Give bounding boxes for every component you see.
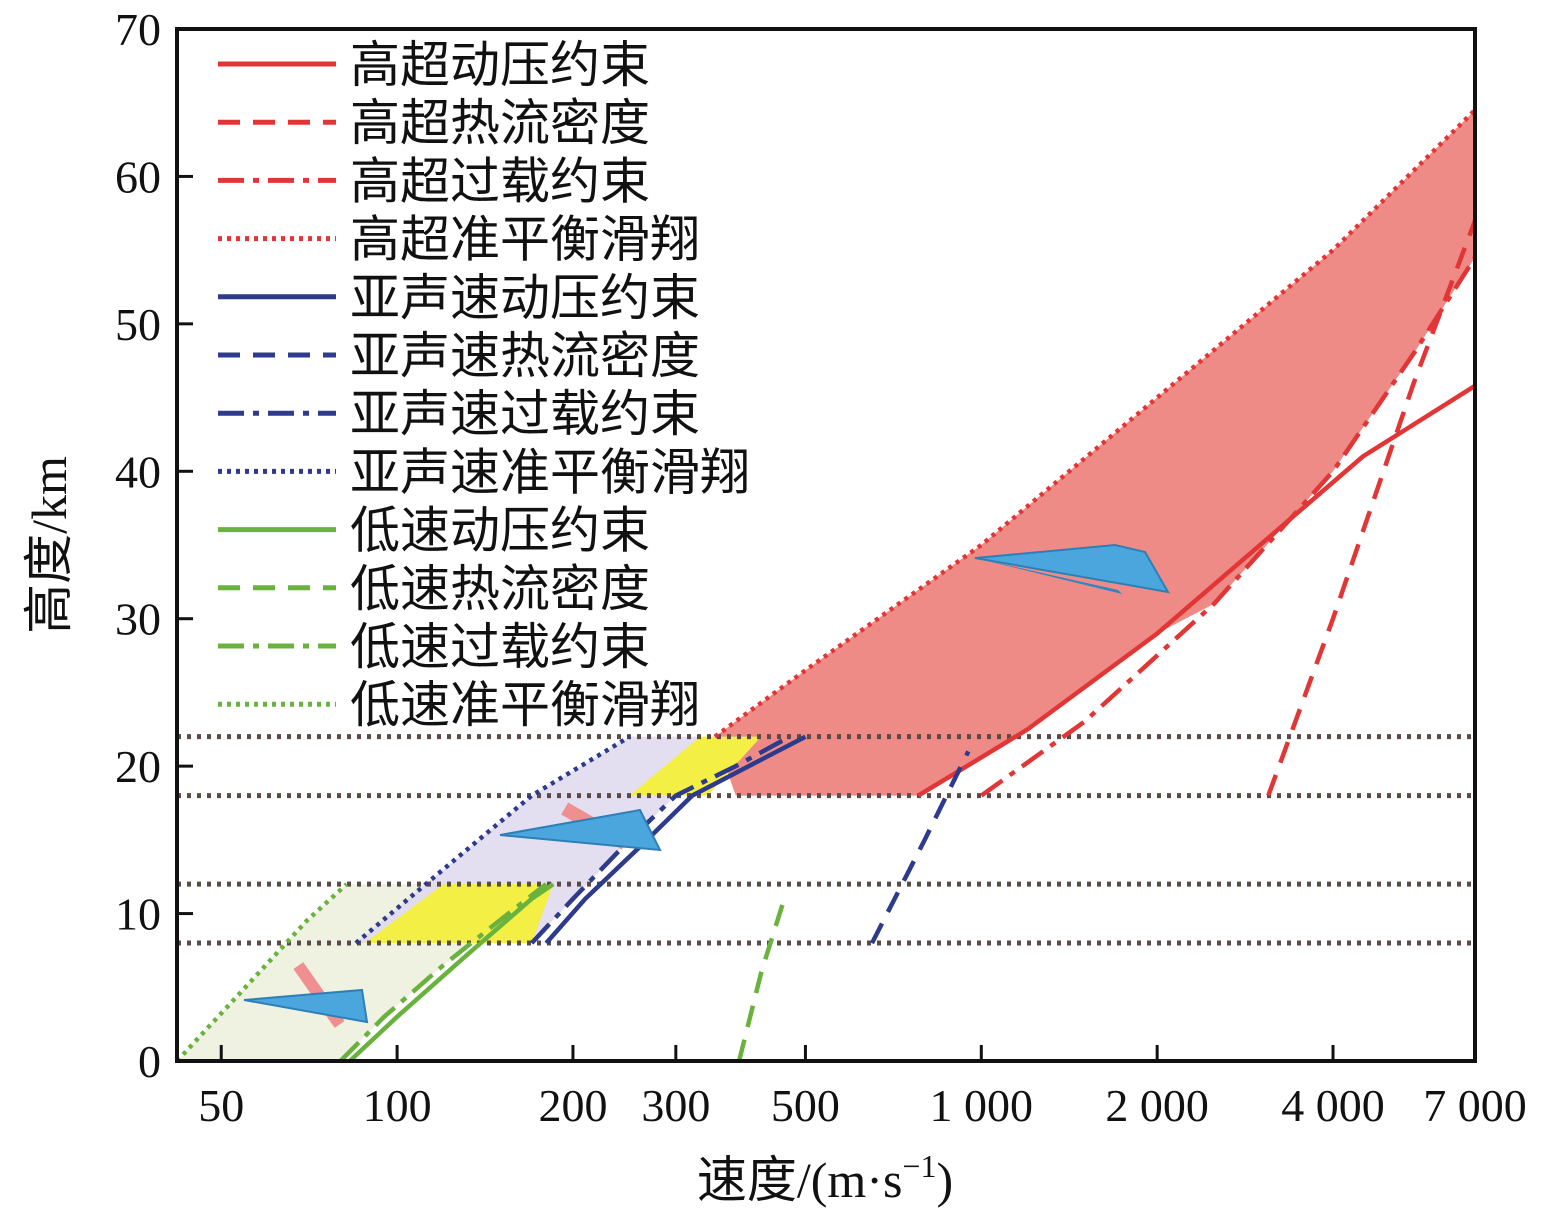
series-line-11	[175, 882, 349, 1063]
legend-label-11: 低速准平衡滑翔	[350, 677, 700, 733]
series-line-2	[979, 256, 1477, 798]
aircraft-icons	[243, 543, 1170, 1028]
legend-label-3: 高超准平衡滑翔	[350, 212, 700, 268]
y-tick-label: 40	[115, 446, 161, 497]
y-tick-label: 60	[115, 151, 161, 202]
series-lines	[175, 108, 1478, 1063]
x-axis-title: 速度/(m·s−1)	[697, 1148, 953, 1208]
y-tick-label: 20	[115, 741, 161, 792]
legend: 高超动压约束高超热流密度高超过载约束高超准平衡滑翔亚声速动压约束亚声速热流密度亚…	[218, 37, 750, 733]
series-line-10	[338, 882, 548, 1063]
y-axis-title: 高度/km	[21, 456, 77, 634]
series-line-5	[869, 750, 971, 945]
series-line-8	[348, 882, 555, 1063]
y-tick-label: 50	[115, 299, 161, 350]
legend-label-2: 高超过载约束	[350, 153, 650, 209]
y-tick-label: 10	[115, 889, 161, 940]
legend-label-4: 亚声速动压约束	[350, 270, 700, 326]
x-tick-label: 200	[538, 1080, 607, 1131]
low-to-subsonic-transition-zone	[364, 884, 554, 944]
series-line-7	[354, 734, 631, 945]
x-tick-label: 300	[641, 1080, 710, 1131]
low-speed-aircraft-icon	[243, 962, 369, 1028]
series-line-6	[530, 734, 791, 945]
legend-label-7: 亚声速准平衡滑翔	[350, 444, 750, 500]
y-tick-label: 70	[115, 4, 161, 55]
x-tick-label: 1 000	[930, 1080, 1034, 1131]
subsonic-aircraft-icon	[499, 802, 662, 852]
legend-label-10: 低速过载约束	[350, 619, 650, 675]
x-tick-label: 500	[771, 1080, 840, 1131]
x-tick-label: 7 000	[1423, 1080, 1527, 1131]
legend-label-5: 亚声速热流密度	[350, 328, 700, 384]
legend-label-1: 高超热流密度	[350, 95, 650, 151]
plot-frame	[175, 27, 1477, 1063]
axes: 50 100 200 300 500 1 000 2 000 4 000 7 000 0 10 20 3…	[115, 4, 1527, 1131]
legend-label-9: 低速热流密度	[350, 561, 650, 617]
hypersonic-region	[714, 110, 1475, 796]
legend-label-8: 低速动压约束	[350, 503, 650, 559]
series-line-4	[544, 734, 807, 945]
series-line-9	[736, 898, 787, 1062]
x-tick-label: 2 000	[1105, 1080, 1209, 1131]
series-line-0	[917, 383, 1477, 798]
x-tick-label: 4 000	[1281, 1080, 1385, 1131]
series-line-3	[713, 108, 1477, 739]
y-tick-label: 0	[138, 1036, 161, 1087]
x-tick-label: 50	[198, 1080, 244, 1131]
legend-label-6: 亚声速过载约束	[350, 386, 700, 442]
legend-label-0: 高超动压约束	[350, 37, 650, 93]
y-tick-label: 30	[115, 594, 161, 645]
x-tick-label: 100	[363, 1080, 432, 1131]
hypersonic-vehicle-icon	[974, 543, 1170, 594]
subsonic-to-hypersonic-transition-zone	[629, 736, 762, 796]
reference-altitude-lines	[177, 734, 1475, 946]
